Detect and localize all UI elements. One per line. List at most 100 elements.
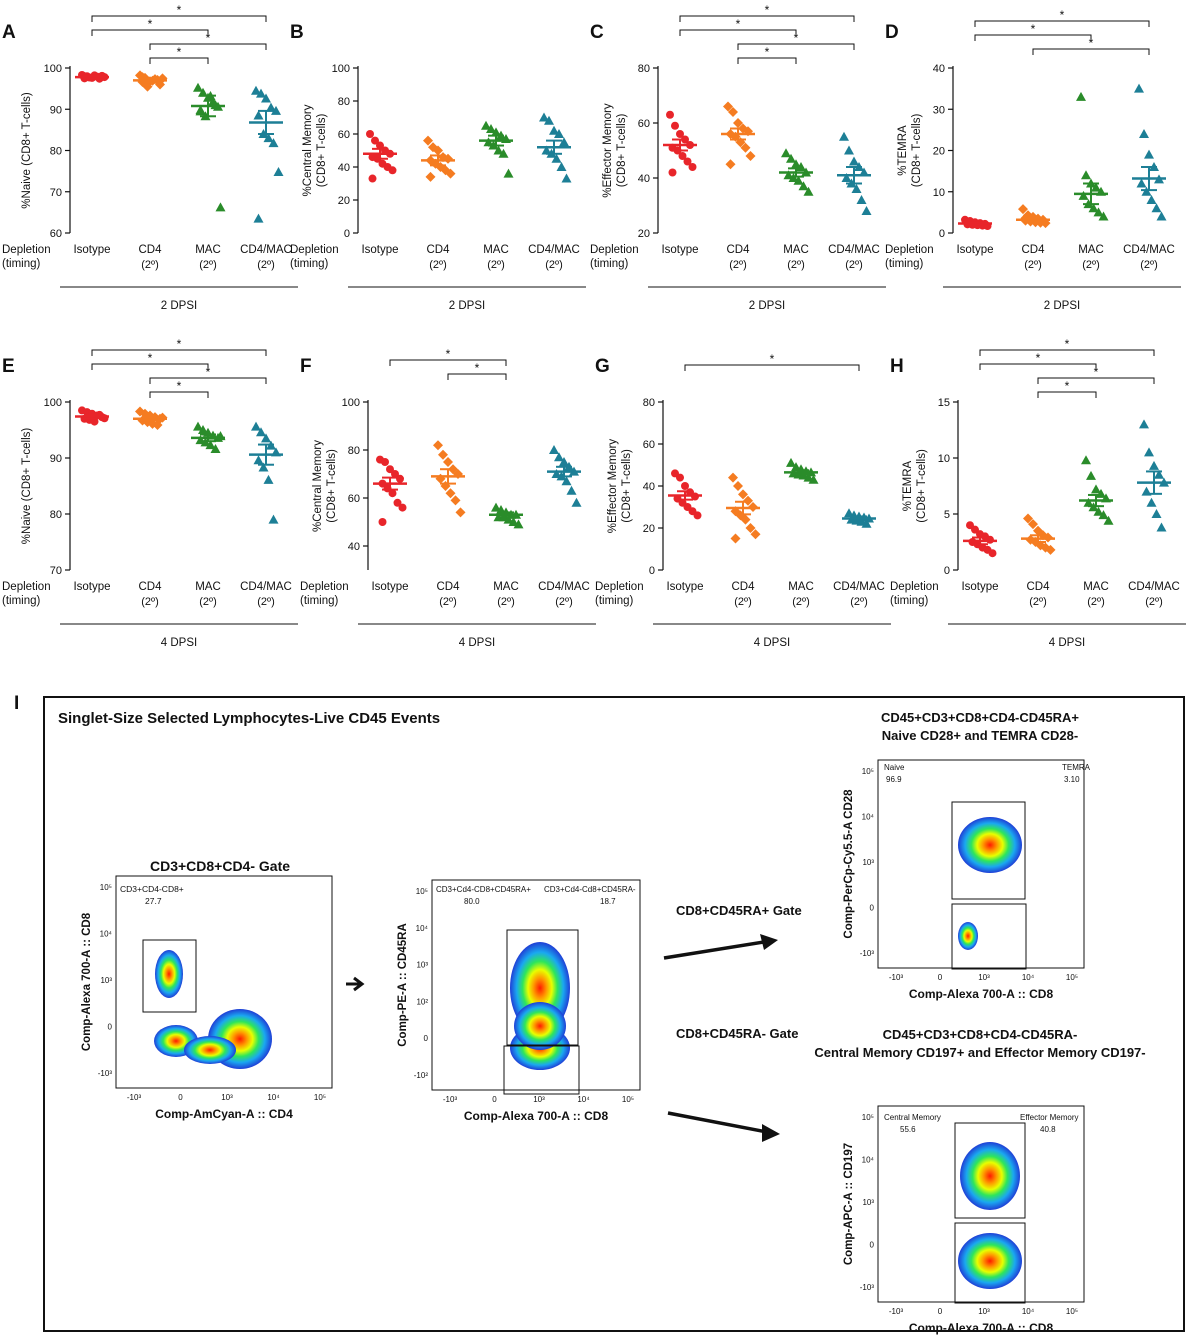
x-axis-label: Comp-AmCyan-A :: CD4 (155, 1107, 293, 1121)
significance-star: * (1065, 337, 1070, 351)
data-point (733, 481, 743, 491)
x-tick-label: -10³ (889, 1307, 904, 1316)
x-tick-label: 10⁵ (622, 1095, 634, 1104)
gate-label: CD3+Cd4-CD8+CD45RA+ (436, 885, 531, 894)
data-point (90, 417, 99, 426)
density-blob (958, 817, 1022, 873)
group-label: 4 DPSI (754, 637, 790, 649)
category-label: MAC (1078, 244, 1104, 256)
data-point (1151, 203, 1162, 213)
panel-letter: C (590, 22, 604, 43)
data-point (730, 533, 741, 544)
data-point (1151, 509, 1162, 518)
significance-star: * (177, 337, 182, 351)
gate-title-cd45ra-pos-line2: Naive CD28+ and TEMRA CD28- (881, 728, 1079, 743)
category-sub-label: (2º) (257, 596, 274, 608)
y-tick-label: 40 (338, 162, 350, 174)
panel-letter-i: I (14, 693, 20, 714)
data-point (683, 157, 692, 166)
y-tick-label: 0 (944, 565, 950, 577)
category-label: Isotype (371, 581, 408, 593)
y-axis-label: %Effector Memory (CD8+ T-cells) (602, 103, 628, 198)
category-sub-label: (2º) (199, 596, 216, 608)
density-blob (960, 1142, 1020, 1210)
data-point (205, 440, 216, 450)
gate-title-cd45ra-neg-line1: CD45+CD3+CD8+CD4-CD45RA- (882, 1027, 1078, 1042)
data-point (728, 107, 738, 117)
depletion-label: Depletion (2, 581, 51, 593)
data-point (371, 136, 379, 145)
data-point (1086, 470, 1096, 480)
category-sub-label: (2º) (850, 596, 867, 608)
data-point (491, 502, 501, 512)
y-axis-label-line2: (CD8+ T-cells) (316, 114, 328, 188)
y-axis-label: Comp-Alexa 700-A :: CD8 (81, 912, 93, 1051)
gate-label: Naive (884, 763, 905, 772)
significance-bracket (389, 359, 507, 366)
significance-bracket (91, 363, 209, 370)
x-tick-label: 10⁵ (1066, 1307, 1078, 1316)
timing-label: (timing) (2, 595, 41, 607)
data-point (728, 472, 738, 483)
data-point (678, 152, 687, 160)
y-tick-label: 10⁴ (100, 930, 113, 939)
y-axis-label: %TEMRA (CD8+ T-cells) (902, 449, 928, 523)
y-tick-label: 0 (424, 1034, 429, 1043)
gate-rect (142, 939, 197, 1013)
significance-star: * (148, 351, 153, 365)
data-point (671, 121, 679, 130)
y-tick-label: 10⁵ (100, 883, 112, 892)
category-label: CD4 (1026, 581, 1050, 593)
data-point (1028, 519, 1038, 530)
group-label: 2 DPSI (749, 300, 785, 312)
data-point (551, 153, 562, 163)
significance-star: * (177, 379, 182, 393)
x-tick-label: 10³ (533, 1095, 545, 1104)
data-point (1081, 170, 1091, 180)
data-point (861, 518, 872, 528)
y-tick-label: 80 (50, 146, 62, 158)
data-point (253, 213, 264, 223)
x-tick-label: -10³ (889, 973, 904, 982)
category-sub-label: (2º) (1145, 596, 1162, 608)
y-axis-label: Comp-PE-A :: CD45RA (397, 923, 409, 1047)
y-tick-label: 100 (332, 63, 350, 75)
data-point (391, 470, 399, 478)
arrow-cd45ra-neg (667, 1111, 773, 1135)
category-label: MAC (783, 244, 809, 256)
gate-title-cd45ra-neg-line2: Central Memory CD197+ and Effector Memor… (814, 1045, 1146, 1060)
group-label: 4 DPSI (459, 637, 495, 649)
data-point (513, 519, 524, 529)
gate-value: 40.8 (1040, 1125, 1056, 1134)
group-label: 4 DPSI (161, 637, 197, 649)
data-point (445, 168, 456, 179)
category-label: CD4 (426, 244, 450, 256)
gate-rect (951, 903, 1027, 970)
data-point (740, 514, 751, 525)
category-sub-label: (2º) (429, 259, 446, 271)
significance-bracket (737, 43, 855, 50)
y-axis-label: %Effector Memory (CD8+ T-cells) (607, 439, 633, 534)
gate-label: CD3+CD4-CD8+ (120, 884, 184, 894)
gate-value: 55.6 (900, 1125, 916, 1134)
data-point (481, 120, 491, 130)
data-point (261, 93, 271, 103)
data-point (1139, 419, 1149, 429)
gate-rect (951, 801, 1026, 900)
category-sub-label: (2º) (729, 259, 746, 271)
data-point (849, 156, 859, 166)
gate-rect (954, 1122, 1026, 1219)
significance-star: * (765, 3, 770, 17)
category-label: CD4/MAC (1128, 581, 1180, 593)
x-axis-label: Comp-Alexa 700-A :: CD8 (909, 987, 1054, 1001)
depletion-label: Depletion (2, 244, 51, 256)
category-sub-label: (2º) (141, 596, 158, 608)
data-point (549, 125, 559, 135)
data-point (1076, 91, 1086, 101)
density-blob (155, 950, 183, 998)
y-tick-label: 30 (933, 104, 945, 116)
y-tick-label: 80 (348, 445, 360, 457)
gate-label: CD3+Cd4-Cd8+CD45RA- (544, 885, 636, 894)
panel-e: E 70 80 90 100 %Naive (CD8+ T-cells) Depletion… (2, 337, 298, 649)
